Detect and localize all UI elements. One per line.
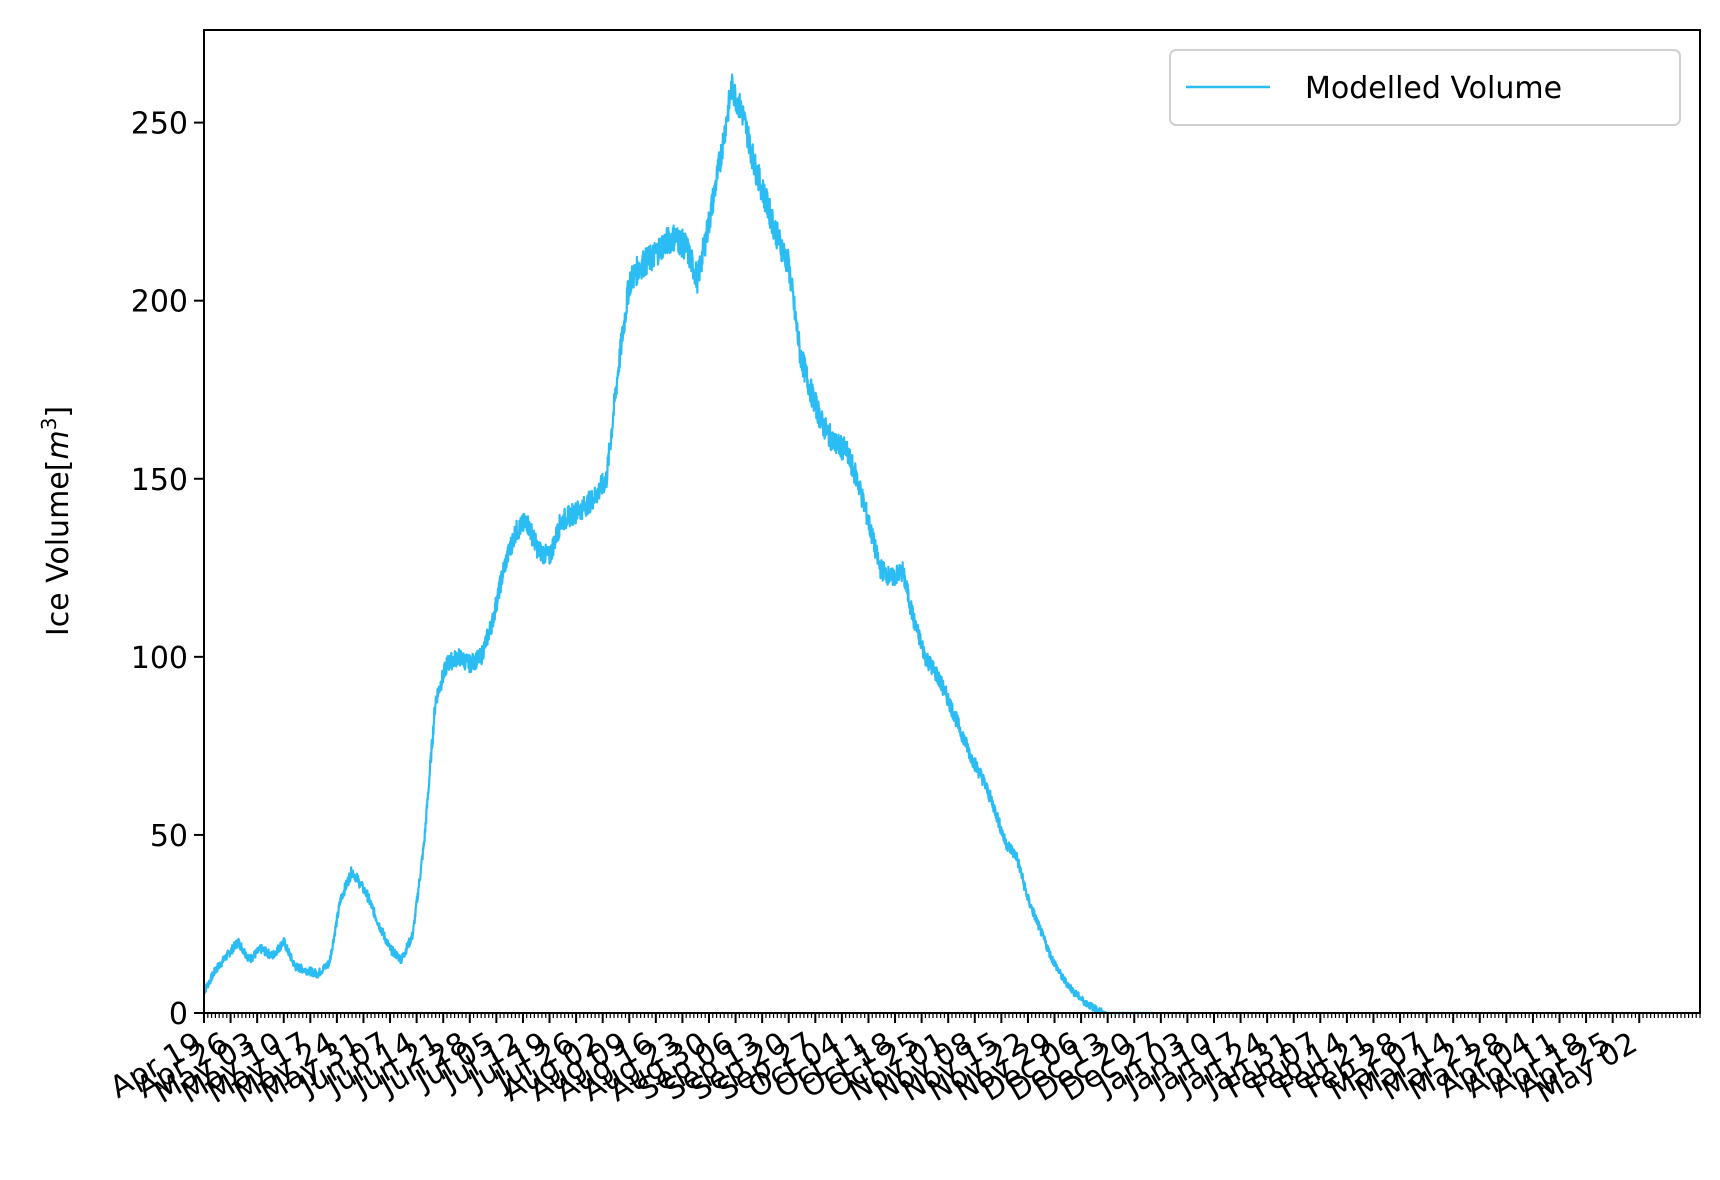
legend-label-modelled-volume: Modelled Volume: [1305, 71, 1562, 106]
series-layer: [202, 73, 1154, 1015]
y-axis-title-end: ]: [41, 406, 76, 418]
y-axis-title-superscript: 3: [37, 418, 61, 431]
legend-box: [1169, 49, 1681, 126]
y-tick-label: 250: [131, 107, 188, 142]
y-tick-label: 150: [131, 463, 188, 498]
y-axis: 0 50 100 150 200 250: [131, 107, 204, 1032]
y-tick-label: 100: [131, 641, 188, 676]
y-tick-label: 50: [150, 819, 188, 854]
y-axis-title-main: Ice Volume[: [41, 460, 76, 637]
y-axis-title-symbol: m: [41, 430, 76, 459]
y-axis-title: Ice Volume[m3]: [37, 406, 76, 636]
plot-area: [204, 30, 1700, 1013]
plot-frame: [203, 29, 1701, 1014]
legend: Modelled Volume: [1169, 49, 1681, 126]
series-line-modelled-volume: [202, 73, 1154, 1015]
y-tick-label: 0: [169, 997, 188, 1032]
y-tick-label: 200: [131, 285, 188, 320]
